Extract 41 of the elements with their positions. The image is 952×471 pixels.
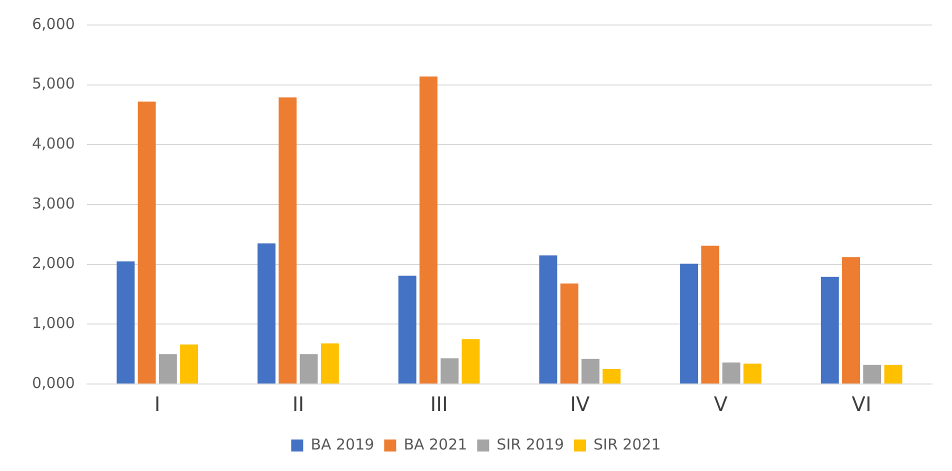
x-tick-label: II [292, 392, 304, 416]
bar [743, 364, 762, 384]
bar [180, 344, 198, 384]
bar [842, 257, 860, 384]
bar [258, 243, 276, 384]
bar [539, 255, 558, 384]
bar [116, 261, 135, 384]
legend-label: SIR 2019 [496, 435, 564, 454]
y-tick-label: 2,000 [32, 254, 75, 272]
bar [581, 358, 600, 384]
x-tick-label: V [714, 392, 728, 416]
bar [158, 354, 177, 384]
legend-label: SIR 2021 [593, 435, 661, 454]
bar [863, 364, 882, 384]
bar [398, 276, 416, 384]
legend-label: BA 2021 [404, 435, 468, 454]
bar [722, 362, 740, 384]
x-tick-label: III [430, 392, 448, 416]
x-tick-label: VI [852, 392, 872, 416]
y-tick-label: 1,000 [32, 314, 75, 332]
bar [300, 354, 318, 384]
bar [602, 369, 621, 384]
bar [462, 339, 480, 384]
y-tick-label: 3,000 [32, 194, 75, 212]
bar [320, 343, 339, 384]
bar [820, 276, 839, 384]
x-tick-label: I [154, 392, 160, 416]
x-tick-label: IV [570, 392, 590, 416]
y-tick-label: 6,000 [32, 14, 75, 33]
y-tick-label: 4,000 [32, 134, 75, 153]
bar [420, 76, 438, 384]
y-tick-label: 5,000 [32, 74, 75, 93]
bar [680, 264, 698, 384]
bar [884, 364, 902, 384]
bar [278, 97, 297, 384]
bar [440, 358, 459, 384]
y-tick-label: 0,000 [32, 374, 75, 392]
bar [560, 283, 578, 384]
legend-label: BA 2019 [310, 435, 374, 454]
bar [138, 102, 156, 384]
bar [701, 246, 720, 384]
